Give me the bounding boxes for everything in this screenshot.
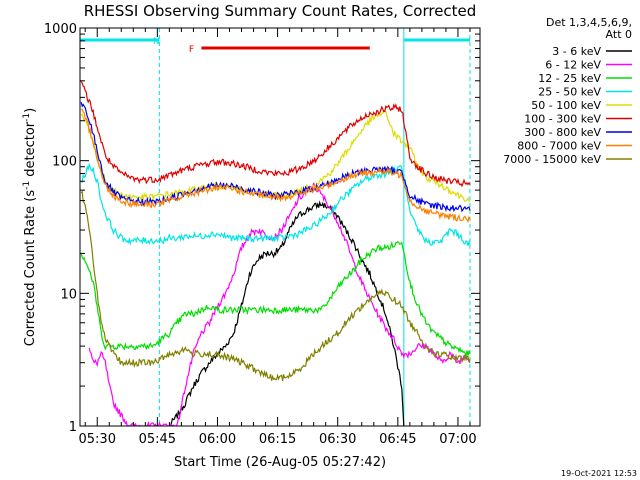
series-line-5: [80, 81, 471, 188]
x-tick-label: 06:15: [259, 432, 296, 447]
legend-label: 3 - 6 keV: [552, 45, 601, 58]
y-axis: 1 10 100 1000: [44, 22, 480, 435]
plot-area: NF: [79, 27, 481, 427]
interval-bars: NF: [80, 37, 470, 55]
series-line-1: [88, 182, 471, 426]
x-tick-label: 06:00: [199, 432, 236, 447]
x-tick-label: 06:45: [379, 432, 416, 447]
y-axis-label-main: Corrected Count Rate (s: [23, 190, 38, 347]
series-line-0: [169, 200, 405, 426]
legend-label: 6 - 12 keV: [545, 59, 601, 72]
y-axis-label-end: ): [23, 108, 38, 113]
x-axis: 05:30 05:45 06:00 06:15 06:30 06:45 07:00: [79, 28, 477, 447]
legend-label: 50 - 100 keV: [531, 99, 601, 112]
series-line-7: [80, 108, 471, 224]
night-interval-label: N: [153, 37, 160, 47]
y-axis-label-exp1: -1: [22, 181, 32, 190]
y-tick-label: 100: [52, 155, 77, 170]
x-tick-label: 06:30: [319, 432, 356, 447]
x-tick-label: 05:45: [139, 432, 176, 447]
series-layer: [80, 81, 471, 426]
legend-label: 100 - 300 keV: [524, 113, 601, 126]
series-line-3: [80, 162, 471, 246]
y-axis-label: Corrected Count Rate (s-1 detector-1): [22, 108, 38, 346]
x-axis-label: Start Time (26-Aug-05 05:27:42): [174, 455, 386, 470]
legend-label: 25 - 50 keV: [538, 86, 601, 99]
y-axis-label-exp2: -1: [22, 113, 32, 122]
plot-frame: [79, 27, 481, 427]
y-tick-label: 10: [60, 287, 77, 302]
flare-interval-label: F: [189, 45, 194, 55]
y-tick-label: 1: [69, 420, 77, 435]
series-line-8: [80, 189, 471, 382]
series-line-4: [80, 109, 471, 202]
legend-label: 800 - 7000 keV: [517, 140, 601, 153]
legend-header-line-1: Det 1,3,4,5,6,9,: [546, 16, 632, 29]
y-tick-label: 1000: [44, 22, 77, 37]
chart-title: RHESSI Observing Summary Count Rates, Co…: [84, 2, 477, 20]
legend-header-line-2: Att 0: [606, 28, 632, 41]
x-tick-label: 07:00: [439, 432, 476, 447]
legend-label: 12 - 25 keV: [538, 72, 601, 85]
y-axis-label-mid: detector: [23, 121, 38, 181]
series-line-2: [80, 240, 471, 357]
legend-label: 7000 - 15000 keV: [503, 153, 601, 166]
timestamp: 19-Oct-2021 12:53: [561, 469, 637, 478]
legend-label: 300 - 800 keV: [524, 126, 601, 139]
x-tick-label: 05:30: [79, 432, 116, 447]
